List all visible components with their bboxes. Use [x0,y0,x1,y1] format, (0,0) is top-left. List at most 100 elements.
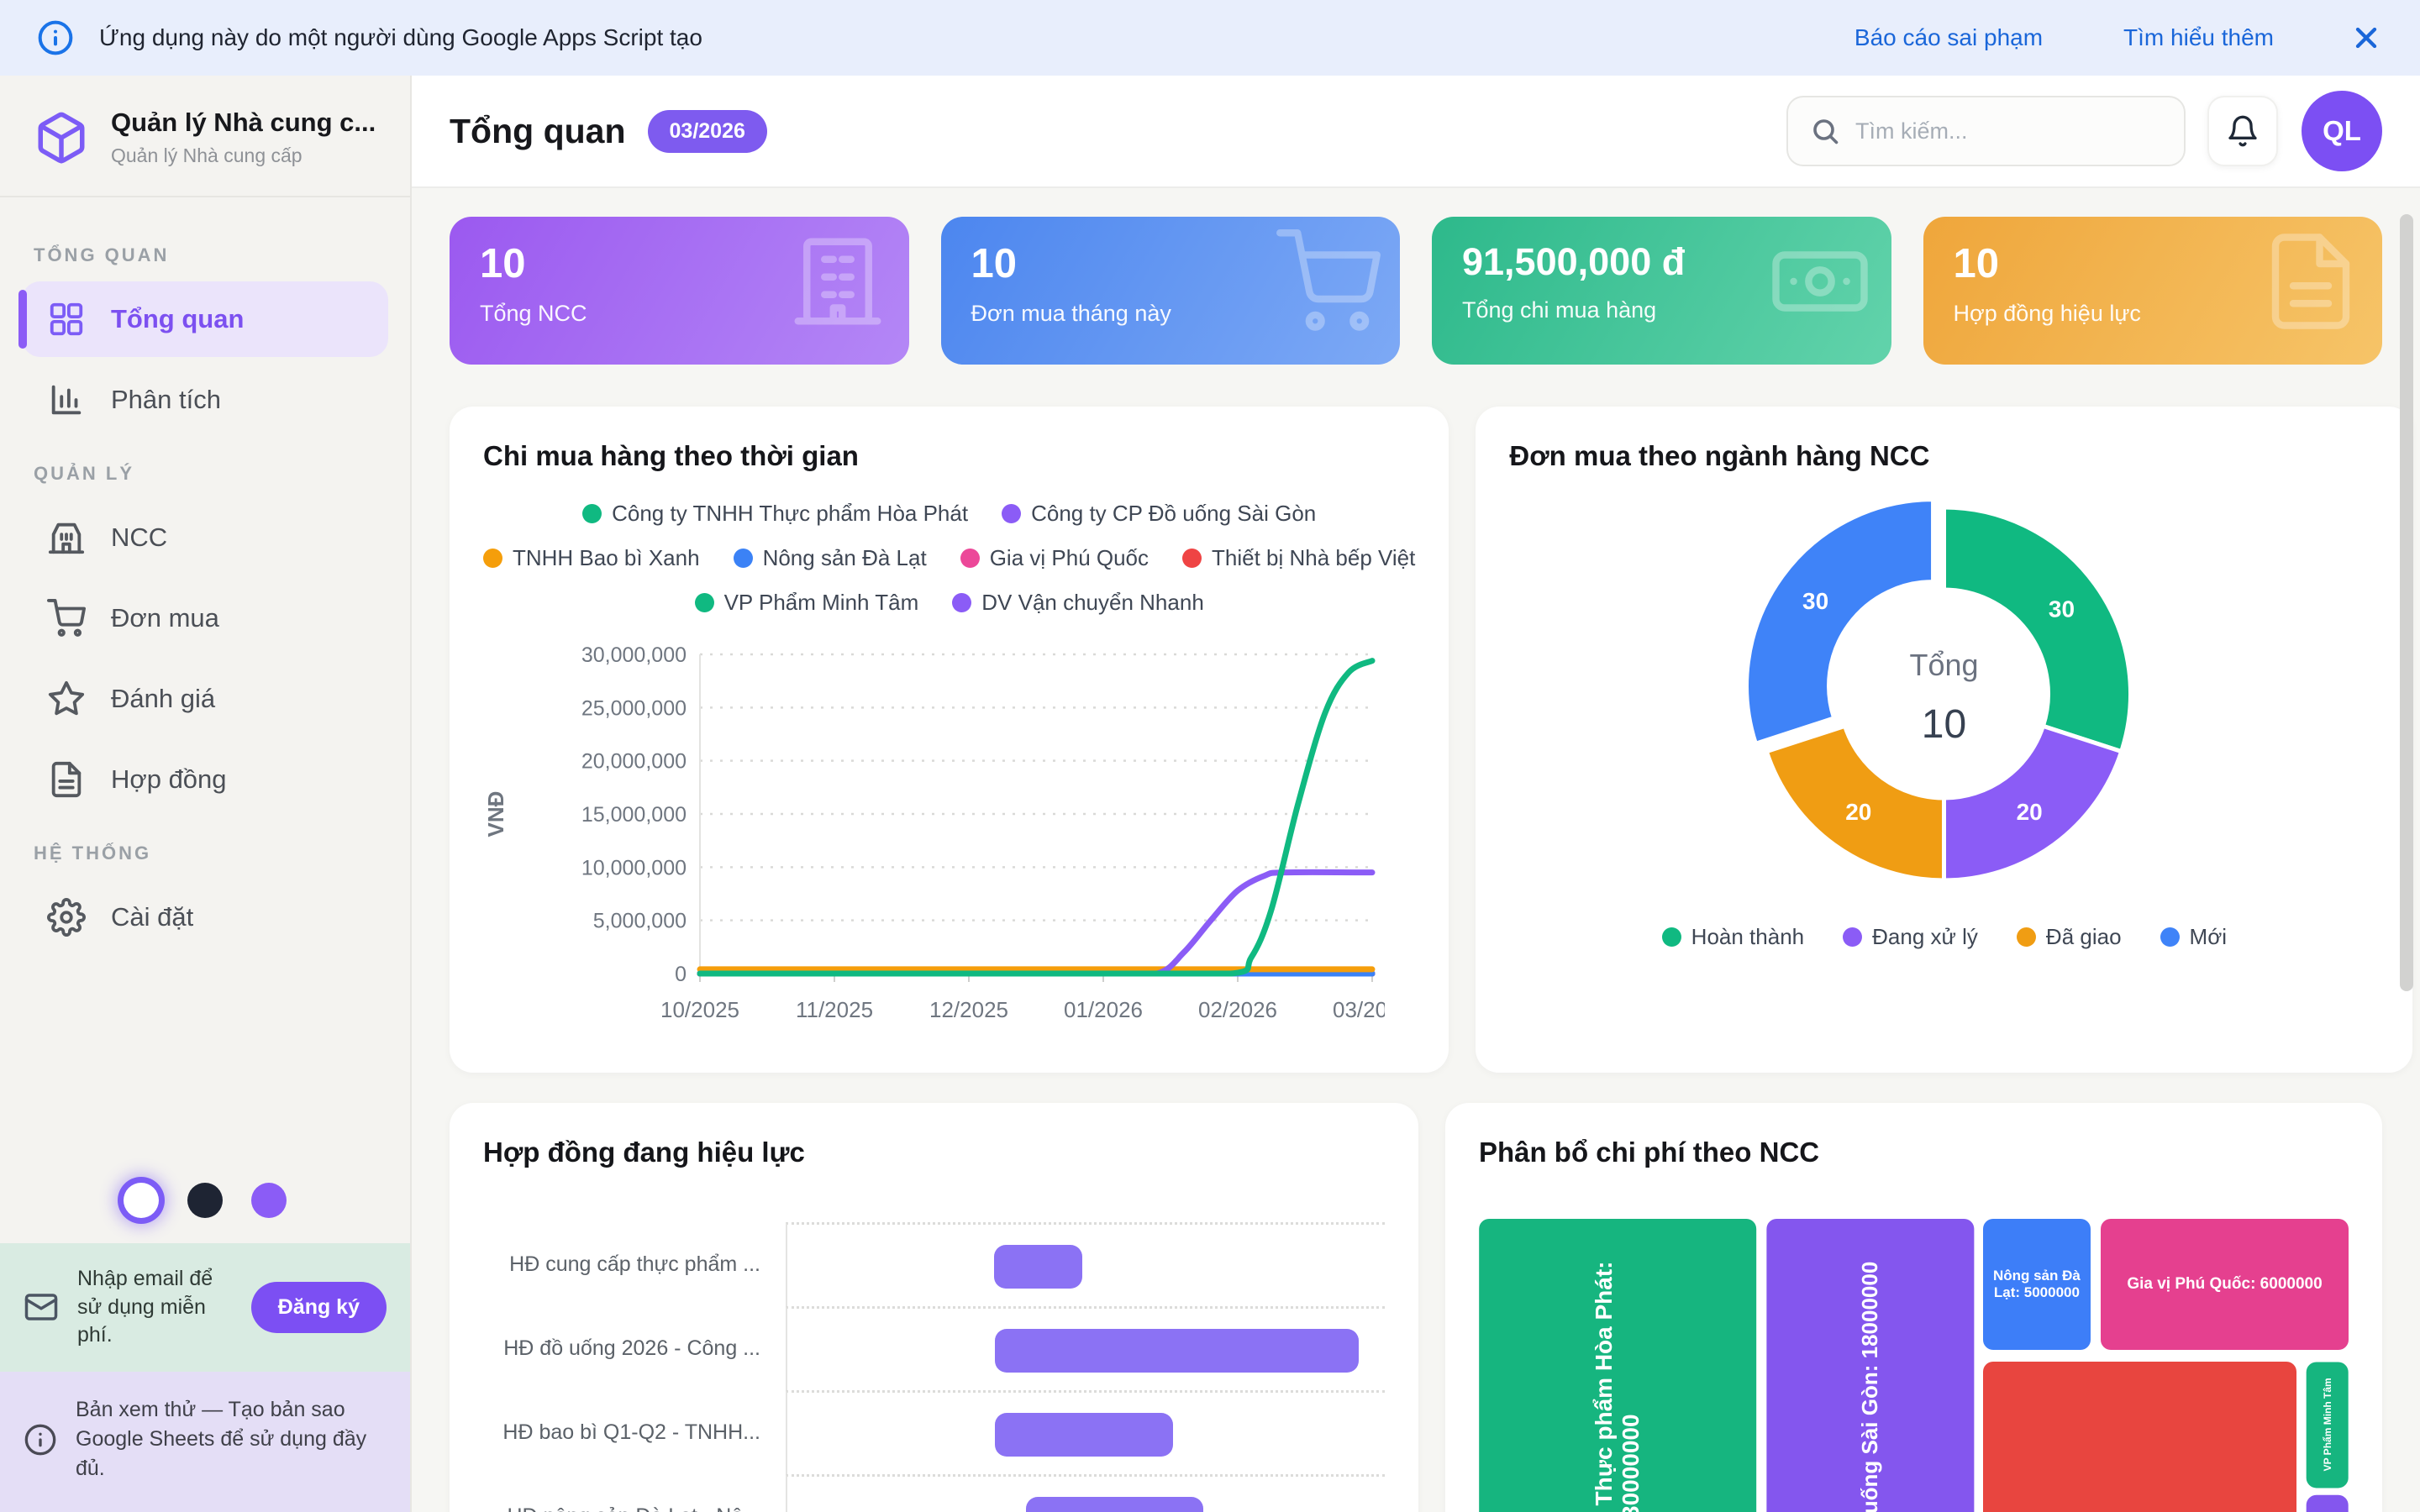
signup-button[interactable]: Đăng ký [250,1281,387,1333]
legend-item: Mới [2160,924,2227,950]
sidebar-item-tổng-quan[interactable]: Tổng quan [18,281,388,357]
info-icon [38,20,73,55]
legend-dot [1843,927,1863,947]
contract-icon [51,761,82,798]
stat-card-0: 10 Tổng NCC [450,217,909,365]
donut-chart: 30 20 20 30 Tổng 10 [1509,477,2379,916]
bell-icon [2228,115,2257,147]
search-box[interactable] [1786,96,2186,166]
theme-dot-0[interactable] [124,1182,159,1218]
theme-dot-2[interactable] [251,1182,287,1218]
theme-dot-1[interactable] [187,1182,223,1218]
legend-item: Nông sản Đà Lạt [733,545,927,571]
supplier-building-icon [48,522,85,554]
legend-dot [2016,927,2036,947]
legend-dot [483,549,502,568]
brand: Quản lý Nhà cung c... Quản lý Nhà cung c… [0,76,410,197]
nav-section-label: HỆ THỐNG [34,843,152,864]
sidebar-item-label: Đơn mua [111,603,219,633]
legend-item: VP Phẩm Minh Tâm [694,590,918,616]
legend-dot [1182,549,1202,568]
gantt-chart-title: Hợp đồng đang hiệu lực [483,1137,805,1168]
treemap-tile: Công ty TNHH Thực phẩm Hòa Phát: 3000000… [1478,1219,1757,1512]
report-abuse-link[interactable]: Báo cáo sai phạm [1854,24,2044,50]
contract-icon [2271,234,2350,329]
email-promo-text: Nhập email để sử dụng miễn phí. [77,1266,213,1347]
legend-dot [733,549,753,568]
sidebar-item-đơn-mua[interactable]: Đơn mua [22,580,388,656]
stat-cards: 10 Tổng NCC 10 Đơn mua tháng này 91,500,000 … [450,217,2382,365]
building-icon [794,238,881,325]
svg-text:0: 0 [675,963,687,986]
gantt-row: HĐ cung cấp thực phẩm ... [483,1222,1385,1306]
svg-text:11/2025: 11/2025 [796,997,873,1022]
sidebar-item-label: Đánh giá [111,684,216,713]
gantt-bar [995,1413,1173,1457]
gantt-chart: HĐ cung cấp thực phẩm ... HĐ đồ uống 2026… [483,1222,1385,1512]
header: Tổng quan 03/2026 QL [412,76,2420,188]
stat-card-1: 10 Đơn mua tháng này [940,217,1400,365]
brand-subtitle: Quản lý Nhà cung cấp [111,144,302,166]
nav-section-label: TỔNG QUAN [34,244,170,265]
notifications-button[interactable] [2207,96,2278,166]
gear-icon [47,898,86,937]
sidebar-item-đánh-giá[interactable]: Đánh giá [22,661,388,737]
stat-card-3: 10 Hợp đồng hiệu lực [1923,217,2382,365]
gantt-bar [1025,1497,1203,1512]
dashboard-icon [50,302,83,336]
gantt-row-label: HĐ cung cấp thực phẩm ... [509,1252,760,1276]
gas-warning-banner: Ứng dụng này do một người dùng Google Ap… [0,0,2420,76]
scrollbar[interactable] [2400,214,2413,991]
legend-item: Công ty TNHH Thực phẩm Hòa Phát [582,501,968,527]
legend-item: TNHH Bao bì Xanh [483,545,700,571]
legend-dot [694,593,714,612]
treemap-card: Phân bổ chi phí theo NCC Công ty TNHH Th… [1444,1103,2382,1512]
sidebar-item-ncc[interactable]: NCC [22,500,388,575]
learn-more-link[interactable]: Tìm hiểu thêm [2123,24,2274,50]
line-chart: 0 5,000,000 10,000,000 15,000,000 20,000,000… [483,638,1415,1039]
sidebar-item-label: Tổng quan [111,304,245,333]
banknote-icon [1771,251,1868,312]
search-icon [1813,119,1839,144]
bell-icon [2226,114,2260,148]
sidebar-item-phân-tích[interactable]: Phân tích [22,362,388,438]
search-input[interactable] [1855,118,2162,144]
nav-section-label: QUẢN LÝ [34,463,134,484]
star-icon [48,680,85,716]
analytics-icon [51,385,82,415]
gantt-row: HĐ bao bì Q1-Q2 - TNHH... [483,1390,1385,1474]
treemap-chart: Công ty TNHH Thực phẩm Hòa Phát: 3000000… [1478,1219,2349,1512]
svg-text:01/2026: 01/2026 [1064,997,1143,1022]
svg-text:15,000,000: 15,000,000 [581,803,687,827]
legend-dot [960,549,980,568]
line-chart-title: Chi mua hàng theo thời gian [483,440,859,471]
email-promo-panel: Nhập email để sử dụng miễn phí. Đăng ký [0,1242,410,1372]
gantt-row-label: HĐ nông sản Đà Lạt - Nô... [483,1474,786,1512]
svg-text:02/2026: 02/2026 [1198,997,1277,1022]
stat-value: 10 [1953,241,2000,286]
close-icon[interactable] [2349,21,2383,55]
theme-switcher [0,1161,410,1243]
avatar[interactable]: QL [2302,91,2382,171]
treemap-tile: Gia vị Phú Quốc: 6000000 [2101,1219,2349,1351]
sidebar-item-hợp-đồng[interactable]: Hợp đồng [22,742,388,817]
info-icon [37,19,74,56]
sidebar-nav: TỔNG QUAN Tổng quan Phân tích QUẢN LÝ NCC Đơn… [0,197,410,960]
close-icon [2355,27,2377,49]
dashboard-content: 10 Tổng NCC 10 Đơn mua tháng này 91,500,000 … [412,188,2420,1512]
svg-text:10: 10 [1922,702,1966,747]
trial-note-panel: Bản xem thử — Tạo bản sao Google Sheets … [0,1372,410,1512]
cart-icon [1276,229,1381,331]
svg-text:25,000,000: 25,000,000 [581,696,687,720]
sidebar-item-cài-đặt[interactable]: Cài đặt [22,879,388,955]
stat-card-2: 91,500,000 đ Tổng chi mua hàng [1432,217,1891,365]
treemap-tile: Nông sản Đà Lạt: 5000000 [1983,1219,2091,1351]
gantt-track [786,1306,1385,1390]
treemap-tile: Công ty CP Đồ uống Sài Gòn: 18000000 [1765,1219,1974,1512]
cart-icon [47,599,86,637]
legend-item: DV Vận chuyển Nhanh [952,590,1204,616]
svg-text:30: 30 [1802,588,1828,614]
line-chart-card: Chi mua hàng theo thời gian Công ty TNHH… [450,407,1449,1073]
search-icon [1810,116,1840,146]
svg-text:20: 20 [2017,799,2043,825]
